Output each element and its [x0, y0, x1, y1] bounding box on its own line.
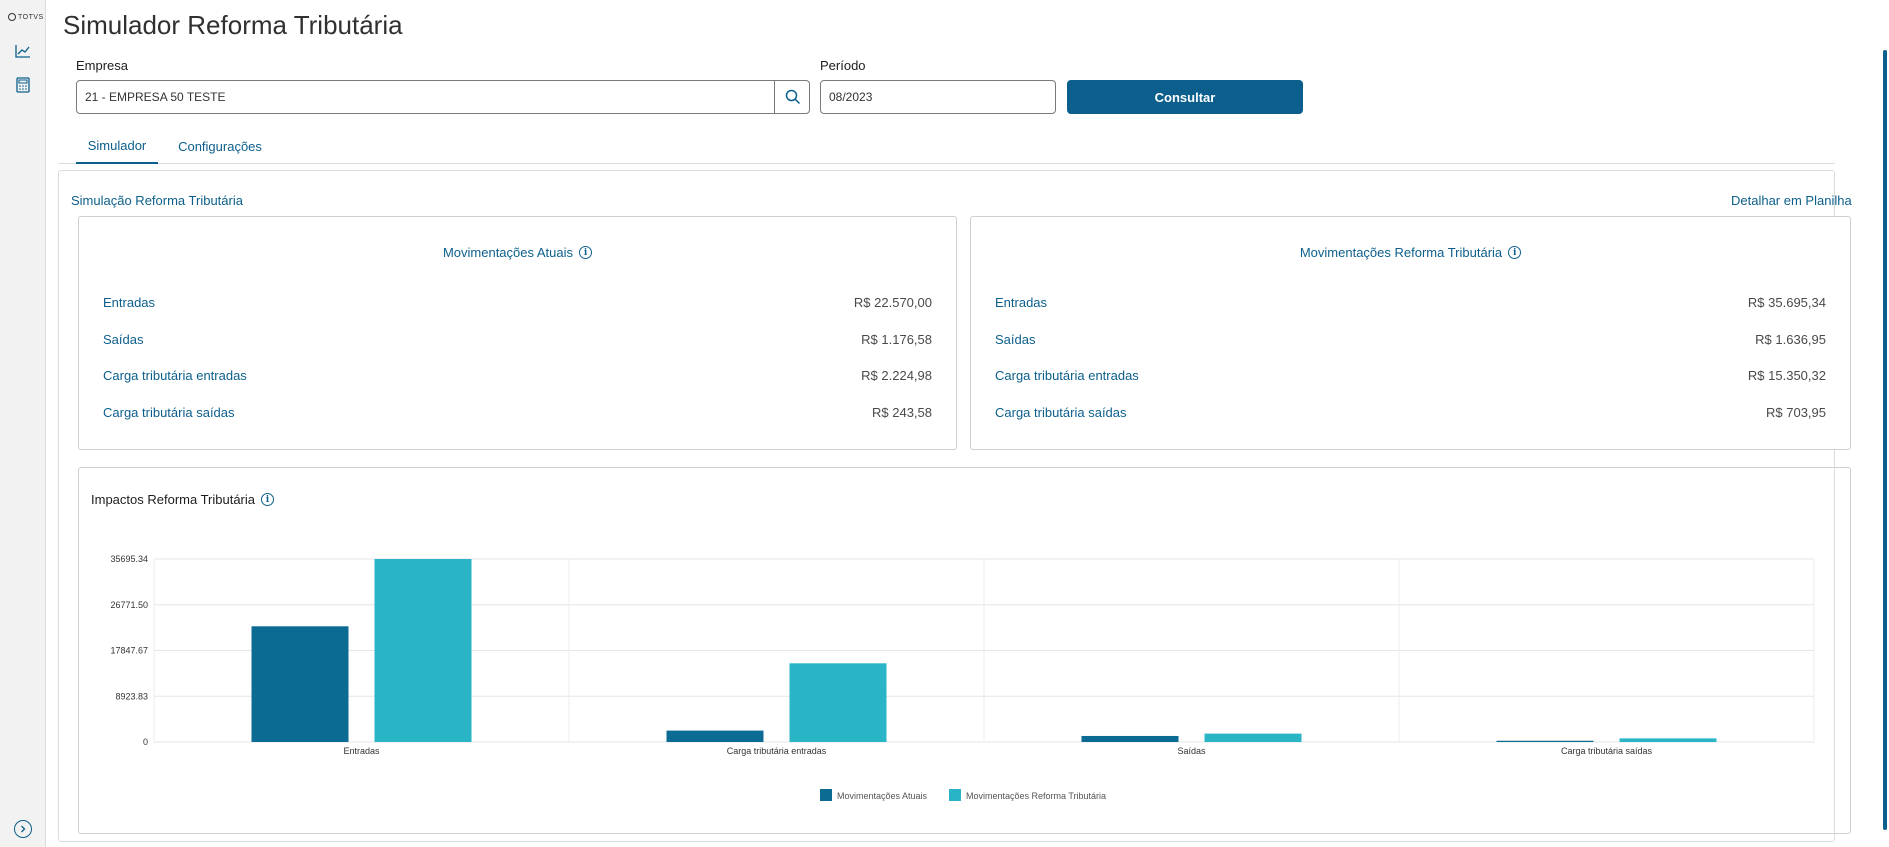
- consultar-button[interactable]: Consultar: [1067, 80, 1303, 114]
- impacts-bar-chart: 0 8923.83 17847.67 26771.50 35695.34 Entradas…: [110, 554, 1815, 801]
- x-tick-label: Carga tributária entradas: [727, 746, 827, 756]
- logo-text: TOTVS: [18, 13, 44, 21]
- bar-reform: [789, 663, 887, 742]
- row-value: R$ 243,58: [872, 405, 932, 420]
- periodo-input[interactable]: 08/2023: [820, 80, 1056, 114]
- chart-title: Impactos Reforma Tributária i: [91, 492, 275, 507]
- y-tick-label: 26771.50: [110, 600, 148, 610]
- scrollbar[interactable]: [1883, 50, 1887, 830]
- info-icon[interactable]: i: [261, 493, 275, 506]
- y-tick-label: 35695.34: [110, 554, 148, 564]
- card-title-text: Movimentações Reforma Tributária: [1299, 245, 1503, 260]
- chart-line-icon: [15, 45, 30, 58]
- chevron-right-icon: [21, 825, 26, 833]
- legend-label: Movimentações Reforma Tributária: [966, 791, 1106, 801]
- logo-icon: [8, 13, 16, 21]
- empresa-input[interactable]: 21 - EMPRESA 50 TESTE: [76, 80, 810, 114]
- row-label: Saídas: [995, 332, 1036, 347]
- sidebar-expand-button[interactable]: [14, 820, 32, 838]
- sidebar: TOTVS: [0, 0, 46, 847]
- row-value: R$ 22.570,00: [853, 295, 932, 310]
- sidebar-item-calculator[interactable]: [14, 76, 32, 94]
- bar-current: [1081, 735, 1179, 742]
- calculator-icon: [16, 77, 30, 93]
- legend-swatch: [949, 789, 961, 801]
- simulation-panel: [58, 170, 1835, 842]
- card-title-text: Movimentações Atuais: [442, 245, 574, 260]
- info-icon[interactable]: i: [1508, 246, 1522, 259]
- app-logo: TOTVS: [8, 13, 44, 21]
- y-tick-label: 0: [143, 737, 148, 747]
- row-value: R$ 1.636,95: [1755, 332, 1826, 347]
- bar-current: [1496, 740, 1594, 742]
- simulation-title: Simulação Reforma Tributária: [71, 193, 243, 208]
- bar-reform: [1204, 733, 1302, 742]
- row-label: Carga tributária saídas: [995, 405, 1127, 420]
- reform-movements-card: Movimentações Reforma Tributária i Entra…: [970, 216, 1851, 450]
- reform-movements-title: Movimentações Reforma Tributária i: [971, 245, 1850, 260]
- x-tick-label: Entradas: [343, 746, 380, 756]
- row-value: R$ 2.224,98: [861, 368, 932, 383]
- tab-bar: Simulador Configurações: [58, 128, 1835, 164]
- row-label: Carga tributária saídas: [103, 405, 235, 420]
- empresa-search-button[interactable]: [774, 80, 810, 114]
- row-label: Entradas: [103, 295, 156, 310]
- tab-configuracoes[interactable]: Configurações: [166, 128, 274, 164]
- row-value: R$ 35.695,34: [1747, 295, 1826, 310]
- legend-label: Movimentações Atuais: [837, 791, 928, 801]
- row-label: Entradas: [995, 295, 1048, 310]
- periodo-label: Período: [820, 58, 866, 73]
- bar-reform: [374, 559, 472, 742]
- tab-simulador[interactable]: Simulador: [76, 128, 158, 164]
- row-value: R$ 703,95: [1766, 405, 1826, 420]
- bar-current: [666, 730, 764, 742]
- chart-title-text: Impactos Reforma Tributária: [91, 492, 256, 507]
- bar-current: [251, 626, 349, 742]
- legend-swatch: [820, 789, 832, 801]
- detail-spreadsheet-link[interactable]: Detalhar em Planilha: [1731, 193, 1852, 208]
- empresa-label: Empresa: [76, 58, 129, 73]
- current-movements-card: Movimentações Atuais i Entradas R$ 22.57…: [78, 216, 957, 450]
- row-label: Saídas: [103, 332, 144, 347]
- x-tick-label: Carga tributária saídas: [1561, 746, 1653, 756]
- info-icon[interactable]: i: [579, 246, 593, 259]
- row-label: Carga tributária entradas: [103, 368, 247, 383]
- sidebar-item-chart[interactable]: [14, 42, 32, 60]
- row-label: Carga tributária entradas: [995, 368, 1139, 383]
- empresa-value: 21 - EMPRESA 50 TESTE: [85, 90, 226, 104]
- row-value: R$ 15.350,32: [1747, 368, 1826, 383]
- tab-simulador-label: Simulador: [87, 137, 147, 153]
- periodo-value: 08/2023: [829, 90, 873, 104]
- x-tick-label: Saídas: [1177, 746, 1206, 756]
- bar-reform: [1619, 738, 1717, 742]
- page-title: Simulador Reforma Tributária: [63, 10, 403, 40]
- impacts-chart-card: Impactos Reforma Tributária i 0 8923.83 17…: [78, 467, 1851, 834]
- current-movements-title: Movimentações Atuais i: [79, 245, 956, 260]
- y-tick-label: 17847.67: [110, 646, 148, 656]
- search-icon: [785, 89, 800, 105]
- row-value: R$ 1.176,58: [861, 332, 932, 347]
- tab-configuracoes-label: Configurações: [178, 138, 262, 154]
- y-tick-label: 8923.83: [115, 691, 148, 701]
